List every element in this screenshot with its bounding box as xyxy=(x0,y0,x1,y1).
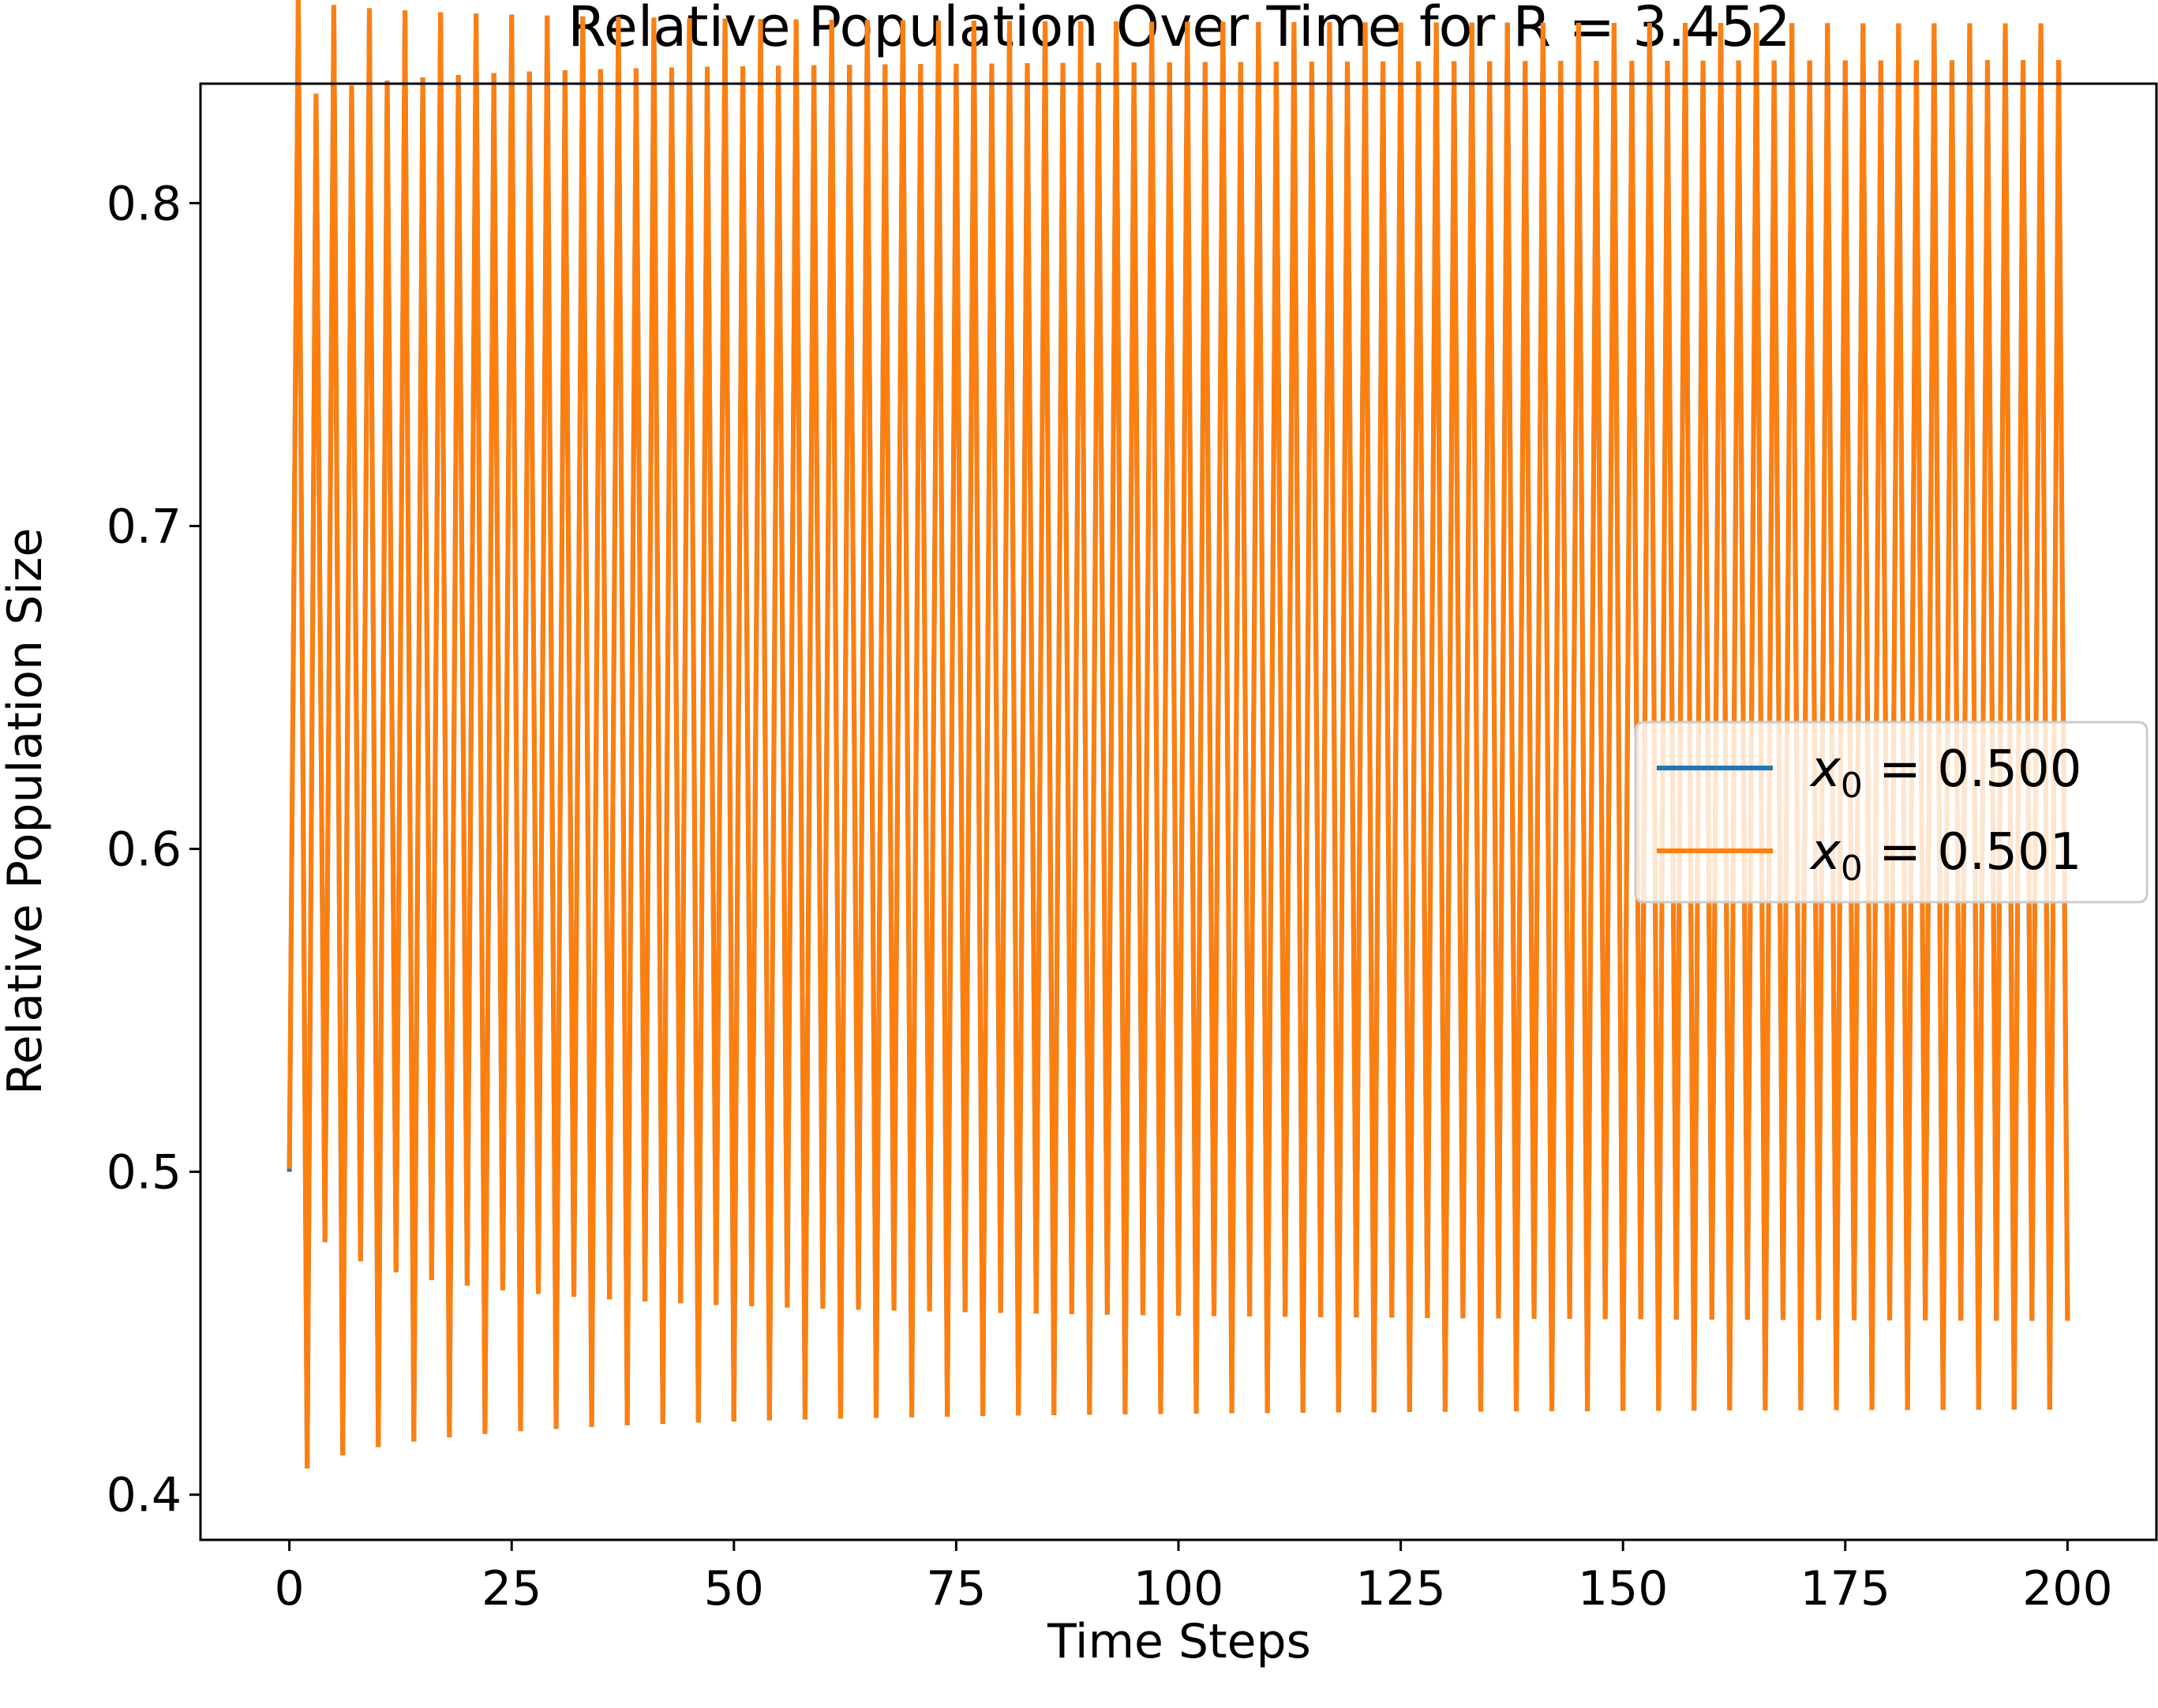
x-tick-label: 100 xyxy=(1133,1561,1224,1616)
y-axis-label: Relative Population Size xyxy=(0,528,53,1096)
legend-series-2-symbol: x xyxy=(1809,823,1841,882)
x-axis-label: Time Steps xyxy=(1047,1614,1311,1669)
x-axis: 0 25 50 75 100 125 150 175 200 xyxy=(275,1540,2113,1616)
series-line-2 xyxy=(287,0,2070,1469)
legend-label-series-1: x0 = 0.500 xyxy=(1809,740,2081,806)
legend-series-1-symbol: x xyxy=(1809,740,1841,799)
legend: x0 = 0.500 x0 = 0.501 xyxy=(1634,721,2149,904)
legend-series-1-subscript: 0 xyxy=(1841,766,1863,806)
legend-series-2-value: = 0.501 xyxy=(1863,823,2082,882)
y-axis: 0.4 0.5 0.6 0.7 0.8 xyxy=(107,176,200,1523)
chart-title: Relative Population Over Time for R = 3.… xyxy=(568,0,1790,59)
series-layer xyxy=(287,0,2070,1469)
y-tick-label: 0.5 xyxy=(107,1145,182,1200)
y-tick-label: 0.6 xyxy=(107,822,182,878)
y-tick-label: 0.8 xyxy=(107,176,182,231)
x-tick-label: 150 xyxy=(1578,1561,1669,1616)
x-tick-label: 0 xyxy=(275,1561,305,1616)
y-tick-label: 0.4 xyxy=(107,1468,182,1523)
x-tick-label: 125 xyxy=(1355,1561,1446,1616)
legend-series-1-value: = 0.500 xyxy=(1863,740,2082,799)
x-tick-label: 175 xyxy=(1800,1561,1891,1616)
x-tick-label: 200 xyxy=(2022,1561,2113,1616)
legend-label-series-2: x0 = 0.501 xyxy=(1809,823,2081,889)
x-tick-label: 50 xyxy=(704,1561,764,1616)
y-tick-label: 0.7 xyxy=(107,499,182,554)
x-tick-label: 25 xyxy=(481,1561,541,1616)
legend-series-2-subscript: 0 xyxy=(1841,848,1863,889)
x-tick-label: 75 xyxy=(926,1561,986,1616)
